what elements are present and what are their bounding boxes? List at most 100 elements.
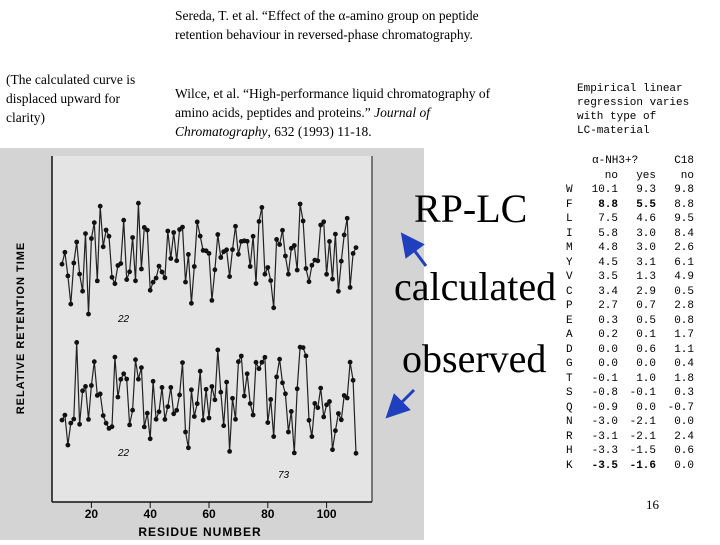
calculated-curve-point	[165, 228, 171, 234]
x-tick-label: 80	[261, 507, 275, 521]
table-row: D 0.0 0.6 1.1	[566, 343, 694, 358]
value-no: 8.8	[598, 198, 618, 211]
amino-acid-code: T	[566, 372, 573, 385]
observed-curve-point	[312, 401, 318, 406]
value-yes: 1.0	[636, 372, 656, 385]
observed-curve-point	[280, 380, 285, 386]
value-no: 0.2	[598, 329, 618, 341]
rplc-label: RP-LC	[414, 186, 528, 231]
value-c18: 8.8	[674, 198, 694, 211]
table-row: N -3.0 -2.1 0.0	[566, 415, 694, 430]
observed-curve-point	[286, 429, 291, 435]
observed-curve-point	[171, 411, 177, 417]
calculated-curve-point	[109, 274, 115, 280]
calculated-curve-point	[168, 256, 174, 261]
calculated-curve-point	[268, 278, 274, 283]
table-row: C 3.4 2.9 0.5	[566, 285, 694, 300]
subheader-yes: yes	[636, 169, 656, 182]
calculated-curve-point	[353, 245, 359, 250]
calculated-curve-point	[294, 267, 300, 273]
header-alpha-nh3: α-NH3+?	[592, 155, 639, 167]
value-yes: 0.6	[636, 343, 656, 356]
header-c18: C18	[674, 155, 694, 167]
value-no: 2.7	[598, 300, 618, 312]
value-yes: 1.3	[636, 271, 656, 283]
calculated-curve-point	[86, 311, 91, 317]
x-tick-label: 60	[202, 507, 216, 521]
calculated-curve-point	[315, 258, 321, 264]
observed-curve-point	[303, 353, 309, 359]
amino-acid-code: R	[566, 430, 573, 443]
calculated-curve-point	[224, 247, 230, 253]
calculated-curve-point	[74, 239, 80, 245]
calculated-curve-point	[300, 218, 306, 224]
trough-label: 73	[278, 470, 290, 481]
calculated-curve-point	[330, 276, 335, 282]
table-row: F 8.8 5.5 8.8	[566, 198, 694, 213]
value-c18: 0.4	[674, 358, 694, 370]
calculated-curve-point	[153, 275, 159, 281]
observed-curve-point	[209, 384, 215, 389]
value-c18: 0.0	[674, 416, 694, 428]
lower-curve-label: 22	[117, 448, 130, 459]
calculated-curve-point	[209, 298, 215, 303]
observed-curve-point	[283, 391, 288, 397]
value-no: 10.1	[591, 184, 618, 196]
value-c18: 1.7	[674, 329, 694, 341]
observed-curve-point	[236, 359, 241, 365]
calculated-curve-point	[309, 262, 315, 268]
observed-curve-point	[180, 360, 185, 365]
value-no: 4.8	[598, 242, 618, 254]
value-c18: 0.5	[674, 285, 694, 298]
observed-curve-point	[139, 365, 144, 370]
table-row: A 0.2 0.1 1.7	[566, 328, 694, 343]
amino-acid-code: V	[566, 271, 573, 283]
value-yes: 0.1	[636, 329, 656, 341]
subheader-c18-no: no	[680, 169, 694, 182]
calculated-curve-point	[89, 236, 94, 241]
calculated-curve-point	[106, 233, 112, 239]
amino-acid-code: L	[566, 213, 573, 225]
observed-curve-point	[309, 434, 315, 439]
observed-curve-point	[241, 393, 247, 399]
table-row: P 2.7 0.7 2.8	[566, 299, 694, 314]
amino-acid-code: P	[566, 300, 573, 312]
calculated-curve-point	[186, 252, 191, 257]
observed-curve-point	[97, 391, 103, 397]
observed-curve-point	[268, 397, 274, 402]
observed-curve-point	[197, 368, 203, 374]
calculated-curve-point	[68, 301, 74, 307]
value-c18: 0.6	[674, 445, 694, 457]
amino-acid-code: H	[566, 445, 573, 457]
empirical-note: Empirical linear regression varies with …	[577, 83, 690, 137]
calculated-curve-point	[291, 243, 297, 248]
value-c18: 2.4	[674, 430, 694, 443]
amino-acid-code: F	[566, 198, 573, 211]
observed-curve-point	[259, 359, 265, 365]
observed-curve-point	[271, 434, 277, 439]
amino-acid-code: C	[566, 285, 573, 298]
amino-acid-code: Q	[566, 401, 573, 414]
observed-curve-point	[130, 407, 136, 413]
observed-curve-point	[59, 417, 65, 423]
observed-curve-point	[159, 385, 165, 390]
calculated-curve-point	[124, 277, 130, 282]
value-no: 5.8	[598, 227, 618, 240]
observed-curve-point	[168, 385, 174, 390]
observed-curve-point	[324, 402, 329, 408]
calculated-curve-point	[321, 219, 327, 225]
calculated-curve-point	[191, 264, 197, 269]
value-c18: 1.8	[674, 372, 694, 385]
reference-sereda: Sereda, T. et al. “Effect of the α-amino…	[175, 8, 479, 42]
observed-curve-point	[71, 416, 77, 422]
calculated-curve-point	[288, 245, 294, 251]
calculated-curve-point	[324, 271, 329, 277]
value-c18: 0.8	[674, 314, 694, 327]
value-yes: 0.7	[636, 300, 656, 312]
table-subheader-row: no yes no	[566, 169, 694, 184]
observed-curve-point	[221, 423, 227, 429]
observed-curve-point	[253, 359, 259, 365]
calculated-curve-point	[189, 300, 194, 306]
observed-curve-point	[109, 424, 115, 430]
observed-curve-point	[224, 379, 230, 385]
